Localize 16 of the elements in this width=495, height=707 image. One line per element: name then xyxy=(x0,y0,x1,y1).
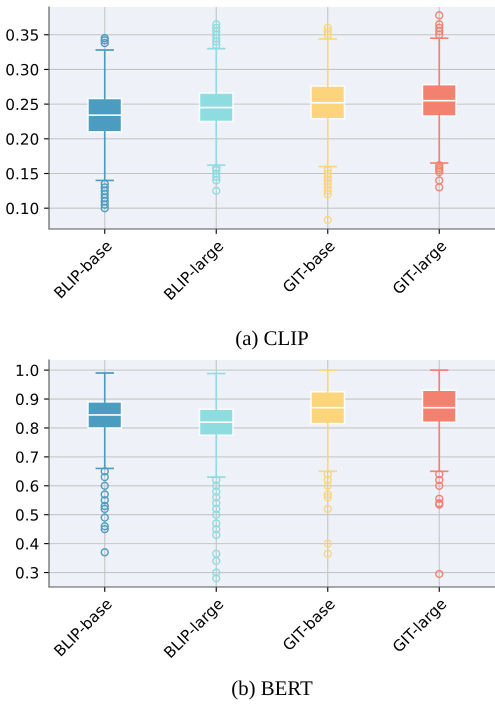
y-tick-label: 0.5 xyxy=(16,509,38,521)
y-tick-label: 0.15 xyxy=(6,168,38,180)
text: (b) BERT xyxy=(232,680,312,700)
y-tick-label: 0.9 xyxy=(16,394,38,406)
y-tick-label: 0.6 xyxy=(16,480,38,492)
text: (a) CLIP xyxy=(236,330,308,350)
y-tick-label: 0.4 xyxy=(16,538,38,550)
y-tick-label: 1.0 xyxy=(16,364,38,376)
y-tick-label: 0.30 xyxy=(6,64,38,76)
y-tick-label: 0.10 xyxy=(6,202,38,214)
y-tick-label: 0.8 xyxy=(16,422,38,434)
y-tick-label: 0.7 xyxy=(16,451,38,463)
y-tick-label: 0.20 xyxy=(6,133,38,145)
y-tick-label: 0.35 xyxy=(6,29,38,41)
y-tick-label: 0.3 xyxy=(16,567,38,579)
y-tick-label: 0.25 xyxy=(6,98,38,110)
